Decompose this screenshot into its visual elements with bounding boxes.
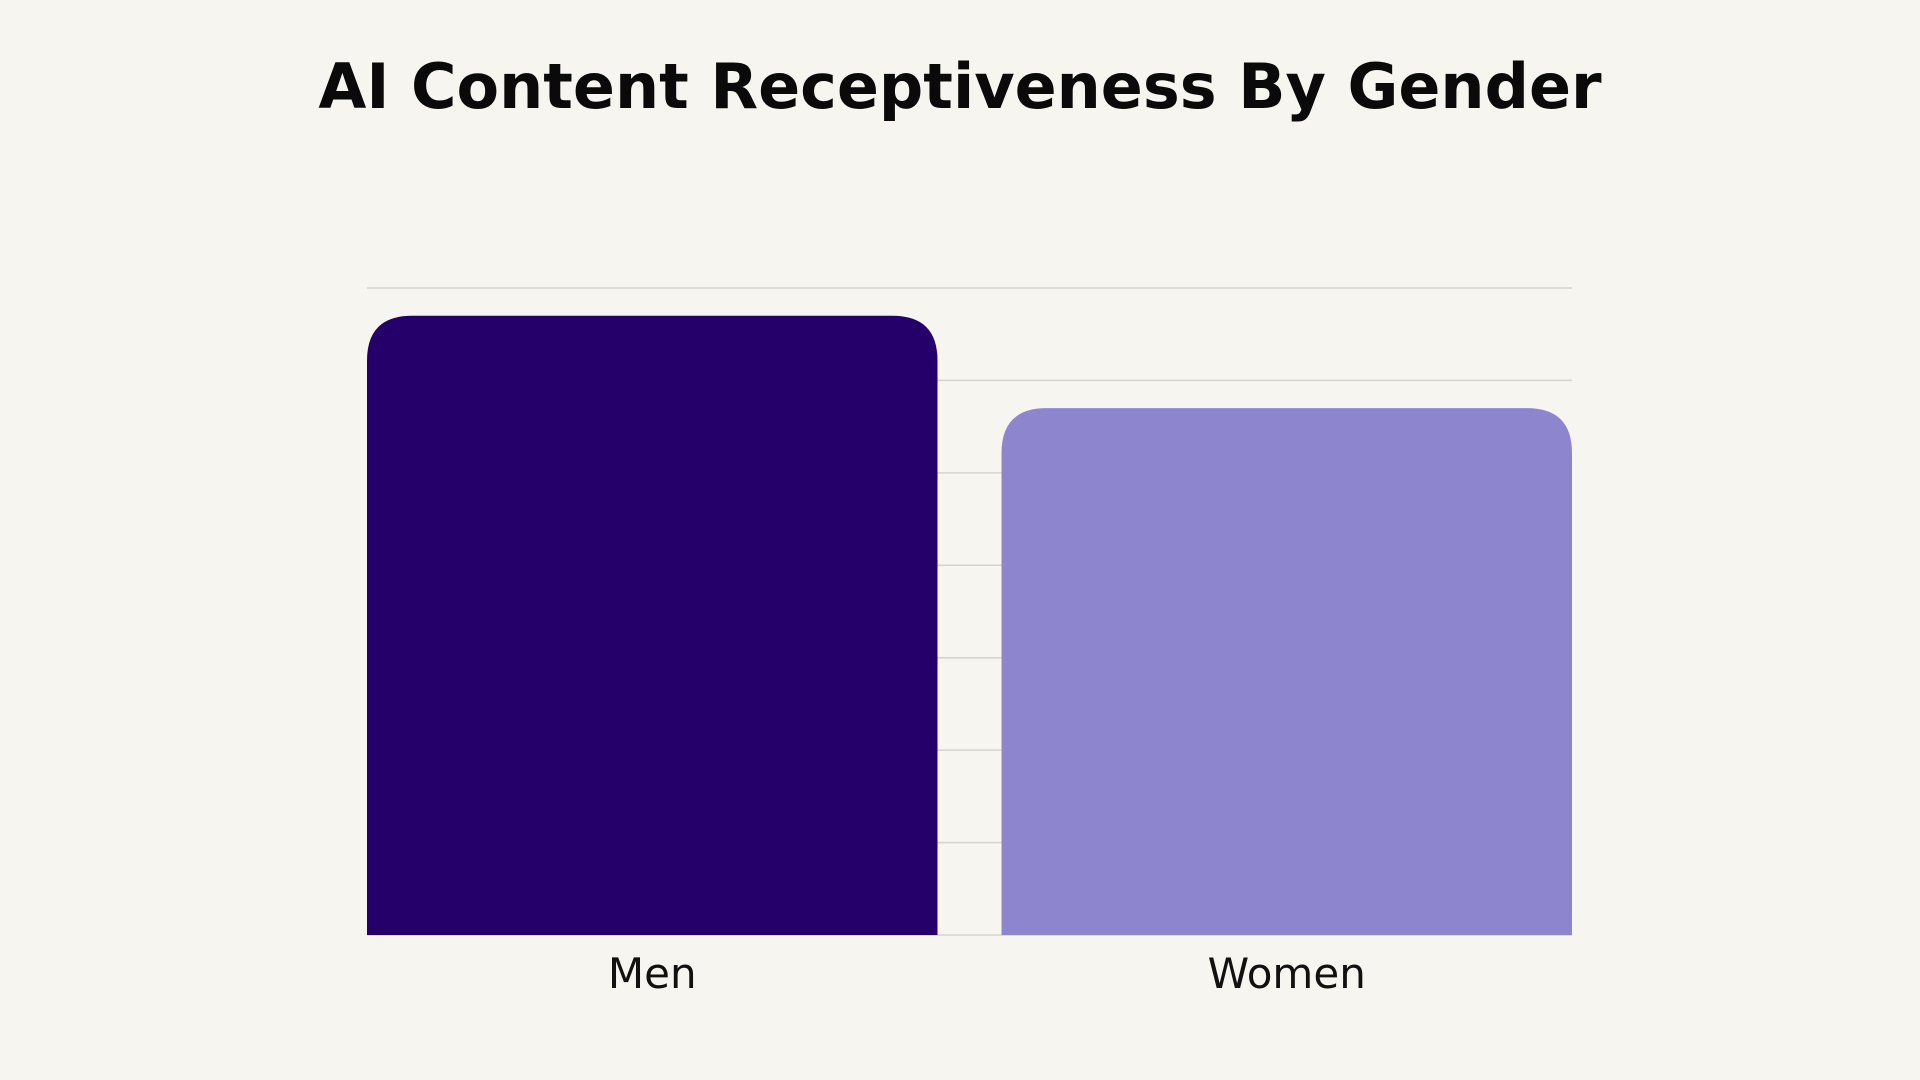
bar-women	[1001, 408, 1572, 936]
bar-men	[367, 315, 938, 935]
category-label-women: Women	[1208, 949, 1366, 998]
chart-title: AI Content Receptiveness By Gender	[318, 50, 1602, 123]
category-labels: Men Women	[608, 949, 1366, 998]
category-label-men: Men	[608, 949, 697, 998]
bars	[367, 315, 1572, 936]
